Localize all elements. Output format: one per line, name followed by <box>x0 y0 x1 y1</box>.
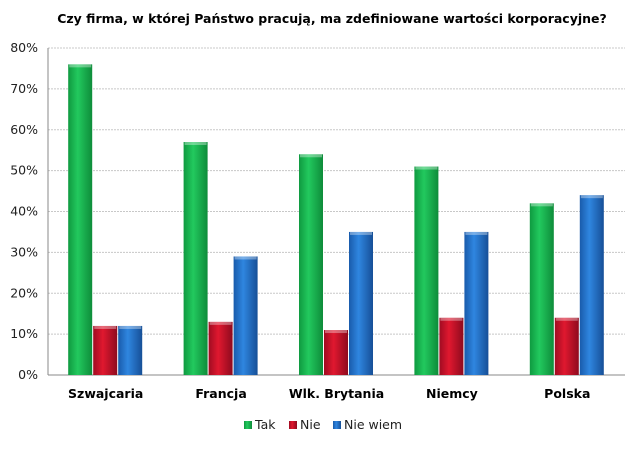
y-tick-label: 30% <box>10 244 38 259</box>
y-tick-label: 20% <box>10 285 38 300</box>
x-tick-label: Polska <box>544 386 590 401</box>
x-tick-label: Niemcy <box>426 386 478 401</box>
bar-tak <box>414 166 439 375</box>
bar-highlight <box>350 231 372 235</box>
bar-highlight <box>555 317 578 321</box>
bar-highlight <box>465 231 488 235</box>
y-tick-label: 10% <box>10 326 38 341</box>
bar-highlight <box>94 325 117 329</box>
y-tick-label: 80% <box>10 40 38 55</box>
x-tick-label: Szwajcaria <box>68 386 143 401</box>
bar-highlight <box>415 166 438 170</box>
bar-nie <box>93 325 118 375</box>
bar-nie <box>439 317 464 375</box>
bars <box>68 64 604 375</box>
bar-nie-wiem <box>233 256 258 375</box>
bar-nie <box>324 330 348 375</box>
legend-swatch <box>244 421 252 429</box>
bar-highlight <box>119 325 142 329</box>
legend-swatch <box>289 421 297 429</box>
legend-label: Nie <box>300 417 321 432</box>
y-tick-label: 60% <box>10 122 38 137</box>
bar-nie-wiem <box>349 231 373 375</box>
legend-swatch <box>333 421 341 429</box>
bar-tak <box>529 203 554 375</box>
bar-highlight <box>300 154 322 158</box>
y-tick-label: 50% <box>10 163 38 178</box>
bar-highlight <box>530 203 553 207</box>
bar-highlight <box>69 64 92 68</box>
x-tick-label: Francja <box>195 386 246 401</box>
bar-tak <box>299 154 323 375</box>
bar-tak <box>68 64 93 375</box>
y-tick-label: 70% <box>10 81 38 96</box>
y-axis: 0% 10% 20% 30% 40% 50% 60% 70% 80% <box>10 40 38 382</box>
legend-label: Nie wiem <box>344 417 402 432</box>
gridlines <box>47 47 625 376</box>
chart-title: Czy firma, w której Państwo pracują, ma … <box>57 11 607 26</box>
bar-nie <box>208 321 233 375</box>
bar-highlight <box>325 330 347 334</box>
legend: Tak Nie Nie wiem <box>244 417 402 432</box>
bar-highlight <box>440 317 463 321</box>
bar-nie <box>554 317 579 375</box>
bar-tak <box>183 142 208 375</box>
y-tick-label: 40% <box>10 204 38 219</box>
bar-highlight <box>184 142 207 146</box>
bar-nie-wiem <box>579 195 604 375</box>
bar-nie-wiem <box>118 325 143 375</box>
bar-highlight <box>209 321 232 325</box>
legend-label: Tak <box>254 417 276 432</box>
x-tick-label: Wlk. Brytania <box>289 386 384 401</box>
bar-highlight <box>580 195 603 199</box>
y-tick-label: 0% <box>18 367 38 382</box>
bar-nie-wiem <box>464 231 489 375</box>
x-axis: Szwajcaria Francja Wlk. Brytania Niemcy Pols… <box>68 386 590 401</box>
bar-highlight <box>234 256 257 260</box>
